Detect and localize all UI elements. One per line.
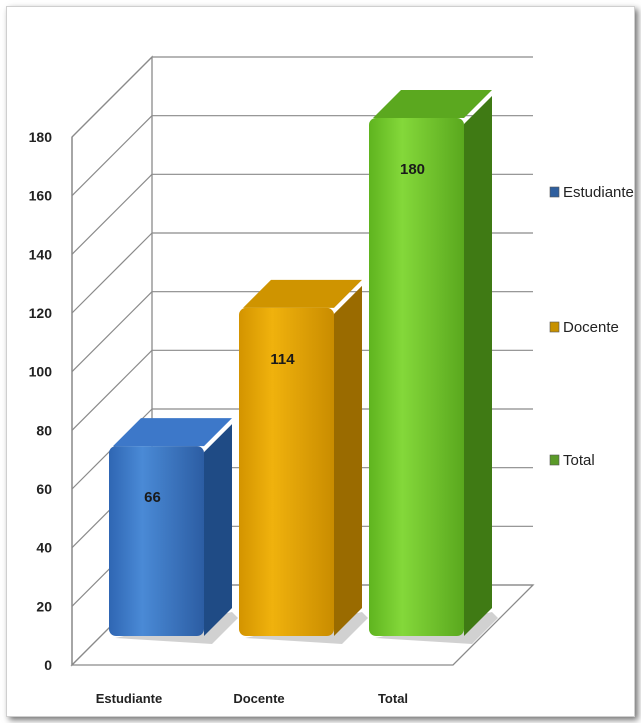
bars: 66 114 180 xyxy=(109,90,498,644)
y-tick-label: 80 xyxy=(36,422,52,438)
bar-side xyxy=(334,285,362,636)
y-tick-label: 40 xyxy=(36,540,52,556)
gridline-side xyxy=(71,232,153,314)
y-tick-label: 20 xyxy=(36,598,52,614)
legend-label: Docente xyxy=(563,319,619,336)
legend-swatch xyxy=(549,321,560,333)
legend-item-total: Total xyxy=(549,452,595,469)
legend-swatch xyxy=(549,454,560,466)
gridline-side xyxy=(71,291,153,373)
legend-swatch xyxy=(549,186,560,198)
bar-top xyxy=(243,279,362,308)
y-tick-label: 60 xyxy=(36,481,52,497)
legend-label: Estudiante xyxy=(563,184,634,201)
gridline-side xyxy=(71,349,153,431)
gridline-side xyxy=(71,56,153,138)
gridline-side xyxy=(71,115,153,197)
legend-item-estudiante: Estudiante xyxy=(549,184,634,201)
bar-docente: 114 xyxy=(239,279,368,644)
bar-total: 180 xyxy=(369,90,498,644)
y-axis-ticks: 0 20 40 60 80 100 120 140 160 180 xyxy=(29,129,53,673)
bar-estudiante: 66 xyxy=(109,418,238,644)
bar-side xyxy=(204,424,232,636)
y-tick-label: 140 xyxy=(29,246,53,262)
x-tick-label: Docente xyxy=(233,691,284,706)
data-label: 114 xyxy=(270,351,295,368)
x-axis-labels: Estudiante Docente Total xyxy=(96,691,408,706)
gridline-side xyxy=(71,173,153,255)
legend: Estudiante Docente Total xyxy=(549,184,634,469)
y-tick-label: 160 xyxy=(29,188,53,204)
bar-side xyxy=(464,96,492,636)
x-tick-label: Estudiante xyxy=(96,691,162,706)
data-label: 66 xyxy=(144,489,161,506)
bar-top xyxy=(113,418,232,447)
bar-top xyxy=(373,90,492,118)
y-tick-label: 180 xyxy=(29,129,53,145)
data-label: 180 xyxy=(400,161,425,178)
y-tick-label: 0 xyxy=(44,657,52,673)
x-tick-label: Total xyxy=(378,691,408,706)
bar-front xyxy=(109,446,204,636)
y-tick-label: 120 xyxy=(29,305,53,321)
y-tick-label: 100 xyxy=(29,364,53,380)
legend-label: Total xyxy=(563,452,595,469)
legend-item-docente: Docente xyxy=(549,319,619,336)
bar-front xyxy=(369,118,464,636)
bar-front xyxy=(239,307,334,636)
